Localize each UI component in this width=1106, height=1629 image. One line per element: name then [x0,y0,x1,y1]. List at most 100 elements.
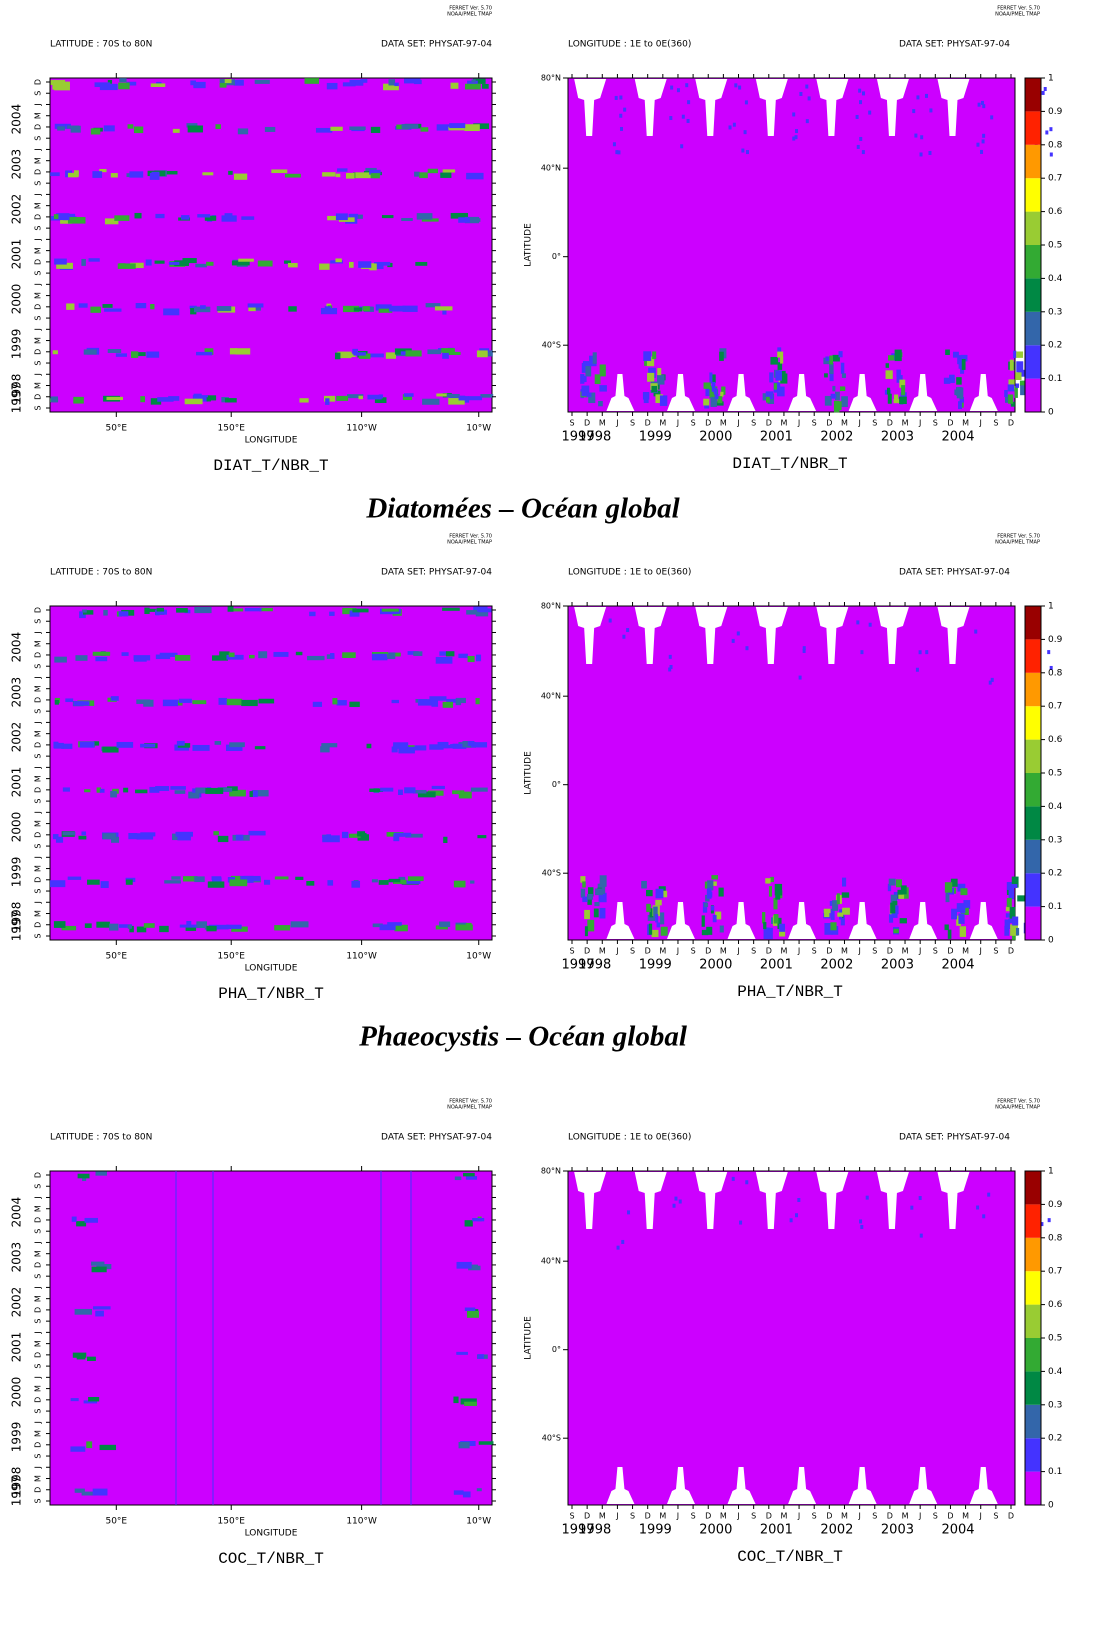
heat-texture [349,79,364,86]
heat-texture [774,883,783,896]
heat-texture [425,303,441,308]
heat-texture [467,80,478,87]
month-label: J [676,947,679,956]
heat-texture [959,926,967,937]
heat-texture [163,308,180,316]
heat-texture [190,80,196,86]
heat-texture [860,650,864,655]
heat-texture [233,173,248,180]
month-label: S [34,1319,43,1324]
month-label: S [933,1512,938,1521]
colorbar-segment [1025,345,1041,379]
heat-texture [360,79,368,83]
heat-texture [228,170,233,175]
heat-texture [961,359,966,370]
heat-texture [594,374,601,385]
heat-texture [621,1239,625,1244]
heat-texture [307,655,325,661]
heat-texture [765,391,774,400]
year-label: 2000 [10,812,24,843]
colorbar-segment [1025,178,1041,212]
no-data-mask [634,607,667,664]
heat-texture [641,880,647,889]
heat-texture [247,303,264,308]
heat-texture [70,1446,86,1452]
no-data-mask [666,374,695,411]
heat-texture [290,921,309,928]
heat-texture [830,393,837,399]
heat-texture [1019,380,1025,386]
year-label: 1999 [639,1523,672,1538]
heat-texture [251,790,269,797]
colorbar-segment [1025,1404,1041,1439]
heat-texture [378,308,393,313]
heat-texture [349,610,360,617]
no-data-mask [876,607,909,664]
header-left: LATITUDE : 70S to 80N [50,1133,152,1143]
heat-texture [830,908,835,920]
year-label: 2002 [10,194,24,225]
heat-texture [436,124,452,131]
heat-texture [706,926,713,935]
heat-texture [129,171,144,178]
heat-texture [394,924,408,932]
month-label: D [34,394,43,400]
heat-texture [95,656,108,662]
heat-texture [599,364,606,377]
heat-texture [841,892,850,898]
heat-texture [326,303,332,307]
no-data-mask [727,374,756,411]
colorbar-label: 0.7 [1048,174,1062,184]
heat-texture [431,699,439,707]
colorbar-segment [1025,639,1041,673]
heat-texture [1004,925,1010,936]
no-data-mask [727,902,756,939]
heat-texture [387,922,402,926]
heat-texture [899,918,907,924]
year-label: 2002 [820,1523,853,1538]
heat-texture [658,886,666,892]
heat-texture [244,607,262,612]
heat-texture [858,88,862,93]
heat-texture [795,129,799,134]
heat-texture [295,651,303,656]
heat-texture [587,887,594,897]
heat-texture [464,1220,473,1227]
heat-texture [226,654,244,660]
heat-texture [668,667,672,672]
heat-texture [74,1488,85,1493]
heat-texture [439,921,451,928]
heat-texture [652,351,657,360]
heat-texture [434,306,453,311]
x-tick-label: 10°W [466,952,491,962]
heat-texture [229,348,238,355]
heat-texture [110,791,117,798]
heat-texture [73,701,90,706]
month-label: D [34,1487,43,1493]
year-label: 2001 [10,1332,24,1363]
heat-texture [686,118,690,123]
heat-texture [417,699,433,706]
heat-texture [96,921,110,928]
heat-texture [228,652,235,658]
heat-texture [149,172,160,180]
heat-texture [116,741,134,748]
heat-texture [687,100,691,105]
heat-texture [1045,130,1049,135]
heat-texture [70,1398,79,1402]
heat-texture [391,699,399,704]
heat-texture [685,83,689,88]
heat-texture [84,1217,98,1223]
heat-texture [143,923,155,928]
month-label: S [34,271,43,276]
heat-texture [981,139,985,144]
heat-texture [440,172,452,178]
heat-texture [598,400,603,407]
heat-texture [205,787,224,794]
heat-texture [920,135,924,140]
heat-texture [717,396,723,404]
heat-texture [372,923,383,928]
heat-texture [893,398,902,404]
heat-texture [378,880,389,885]
heat-texture [369,169,381,175]
